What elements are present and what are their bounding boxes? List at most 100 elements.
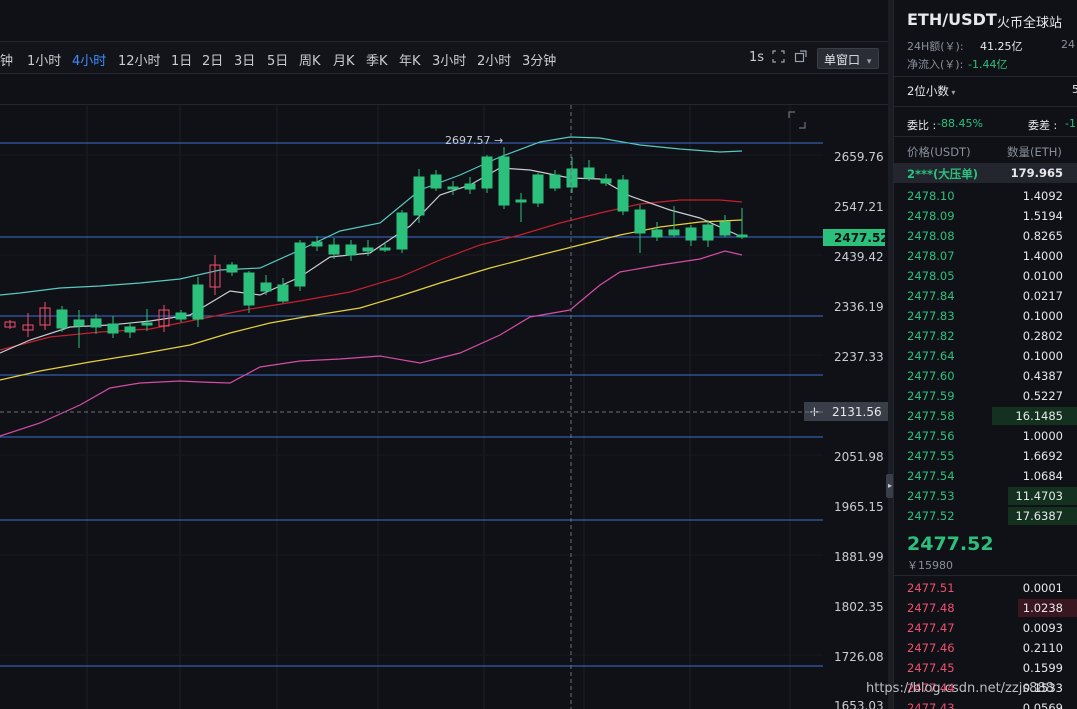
interval-label[interactable]: 1s bbox=[749, 50, 765, 65]
tab-timeframe-active[interactable]: 4小时 bbox=[72, 54, 107, 69]
candle bbox=[430, 170, 442, 191]
candle-body bbox=[481, 156, 493, 189]
candle-body bbox=[4, 321, 16, 328]
tab-timeframe[interactable]: 1日 bbox=[171, 54, 193, 69]
candle-body bbox=[430, 174, 442, 189]
ask-row[interactable]: 2477.83 0.1000 bbox=[894, 306, 1077, 326]
bid-qty: 0.1533 bbox=[1022, 681, 1063, 695]
ask-row[interactable]: 2478.09 1.5194 bbox=[894, 206, 1077, 226]
candle bbox=[719, 215, 731, 237]
axis-tick-label: 2051.98 bbox=[834, 450, 884, 464]
candle bbox=[226, 262, 238, 276]
candle-body bbox=[702, 224, 714, 241]
tab-timeframe[interactable]: 2日 bbox=[202, 54, 224, 69]
ask-qty: 0.5227 bbox=[1022, 389, 1063, 403]
axis-tick-label: 2659.76 bbox=[834, 150, 884, 164]
candle bbox=[73, 310, 85, 348]
bid-row[interactable]: 2477.48 1.0238 bbox=[894, 598, 1077, 618]
tab-timeframe[interactable]: 钟 bbox=[0, 54, 14, 69]
ask-price: 2477.83 bbox=[907, 309, 955, 323]
axis-tick-label: 1653.03 bbox=[834, 699, 884, 709]
ask-row[interactable]: 2477.60 0.4387 bbox=[894, 366, 1077, 386]
candle bbox=[685, 225, 697, 246]
candle bbox=[702, 220, 714, 247]
chart-sub-strip bbox=[0, 75, 888, 105]
candle-body bbox=[379, 247, 391, 251]
tab-timeframe[interactable]: 周K bbox=[299, 54, 321, 69]
bid-row[interactable]: 2477.44 0.1533 bbox=[894, 678, 1077, 698]
ask-price: 2477.56 bbox=[907, 429, 955, 443]
volume-label: 24H额(￥): bbox=[907, 40, 964, 53]
ask-row[interactable]: 2478.07 1.4000 bbox=[894, 246, 1077, 266]
candle bbox=[481, 155, 493, 193]
collapse-handle[interactable]: ▸ bbox=[886, 474, 894, 498]
ask-row[interactable]: 2477.84 0.0217 bbox=[894, 286, 1077, 306]
bid-row[interactable]: 2477.51 0.0001 bbox=[894, 578, 1077, 598]
candle-body bbox=[549, 174, 561, 189]
tab-timeframe[interactable]: 季K bbox=[366, 54, 388, 69]
ask-row[interactable]: 2478.08 0.8265 bbox=[894, 226, 1077, 246]
bid-row[interactable]: 2477.47 0.0093 bbox=[894, 618, 1077, 638]
ask-qty: 16.1485 bbox=[1015, 409, 1063, 423]
candle-body bbox=[294, 242, 306, 287]
candle bbox=[566, 157, 578, 193]
volume-value: 41.25亿 bbox=[980, 40, 1023, 53]
tab-timeframe[interactable]: 3小时 bbox=[432, 54, 467, 69]
ask-row[interactable]: 2478.10 1.4092 bbox=[894, 186, 1077, 206]
tab-timeframe[interactable]: 3分钟 bbox=[522, 54, 557, 69]
decimals-select[interactable]: 2位小数 ▾ bbox=[907, 83, 955, 99]
axis-tick-label: 1726.08 bbox=[834, 650, 884, 664]
ask-row[interactable]: 2478.05 0.0100 bbox=[894, 266, 1077, 286]
big-order-qty: 179.965 bbox=[1010, 166, 1063, 180]
tab-timeframe[interactable]: 年K bbox=[399, 54, 421, 69]
axis-tick-label: 1802.35 bbox=[834, 600, 884, 614]
ask-row[interactable]: 2477.59 0.5227 bbox=[894, 386, 1077, 406]
candle-body bbox=[413, 176, 425, 216]
ask-row[interactable]: 2477.53 11.4703 bbox=[894, 486, 1077, 506]
decimals-label: 2位小数 bbox=[907, 84, 949, 98]
tab-timeframe[interactable]: 12小时 bbox=[118, 54, 161, 69]
candle bbox=[4, 320, 16, 329]
ask-row[interactable]: 2477.58 16.1485 bbox=[894, 406, 1077, 426]
axis-tick-label: 1881.99 bbox=[834, 550, 884, 564]
watermark: https://blog.csdn.net/zzjs888 bbox=[866, 681, 1054, 696]
popout-icon[interactable] bbox=[794, 50, 807, 66]
tab-timeframe[interactable]: 月K bbox=[333, 54, 355, 69]
fullscreen-icon[interactable] bbox=[772, 50, 785, 66]
ask-price: 2477.64 bbox=[907, 349, 955, 363]
ask-row[interactable]: 2477.82 0.2802 bbox=[894, 326, 1077, 346]
tab-timeframe[interactable]: 3日 bbox=[234, 54, 256, 69]
candle-body bbox=[56, 309, 68, 329]
ask-row[interactable]: 2477.55 1.6692 bbox=[894, 446, 1077, 466]
candle bbox=[124, 322, 136, 338]
bid-price: 2477.44 bbox=[907, 681, 955, 695]
candle bbox=[464, 177, 476, 194]
bid-row[interactable]: 2477.43 0.0569 bbox=[894, 698, 1077, 709]
commission-diff-label: 委差 : bbox=[1028, 119, 1058, 132]
candle bbox=[243, 271, 255, 313]
crosshair-price-label: 2131.56 bbox=[832, 405, 882, 419]
bid-qty: 0.0001 bbox=[1022, 581, 1063, 595]
ask-row[interactable]: 2477.52 17.6387 bbox=[894, 506, 1077, 526]
ask-price: 2478.05 bbox=[907, 269, 955, 283]
tab-timeframe[interactable]: 2小时 bbox=[477, 54, 512, 69]
depth-bar bbox=[1008, 487, 1077, 505]
chevron-down-icon: ▾ bbox=[866, 57, 872, 67]
candle bbox=[311, 236, 323, 251]
window-mode-select[interactable]: 单窗口 ▾ bbox=[817, 48, 879, 69]
big-order-row[interactable]: 2***(大压单) 179.965 bbox=[894, 163, 1077, 183]
candle bbox=[328, 238, 340, 259]
tab-timeframe[interactable]: 5日 bbox=[267, 54, 289, 69]
tab-timeframe[interactable]: 1小时 bbox=[27, 54, 62, 69]
ask-row[interactable]: 2477.64 0.1000 bbox=[894, 346, 1077, 366]
bid-row[interactable]: 2477.46 0.2110 bbox=[894, 638, 1077, 658]
candlestick-chart[interactable]: 2659.76 2547.21 2439.42 2336.19 2237.33 2131.… bbox=[0, 105, 888, 709]
ask-row[interactable]: 2477.56 1.0000 bbox=[894, 426, 1077, 446]
bid-row[interactable]: 2477.45 0.1599 bbox=[894, 658, 1077, 678]
ask-price: 2477.59 bbox=[907, 389, 955, 403]
ask-qty: 0.4387 bbox=[1022, 369, 1063, 383]
axis-tick-label: 2439.42 bbox=[834, 250, 884, 264]
candle bbox=[600, 174, 612, 186]
ask-qty: 1.4000 bbox=[1022, 249, 1063, 263]
ask-row[interactable]: 2477.54 1.0684 bbox=[894, 466, 1077, 486]
